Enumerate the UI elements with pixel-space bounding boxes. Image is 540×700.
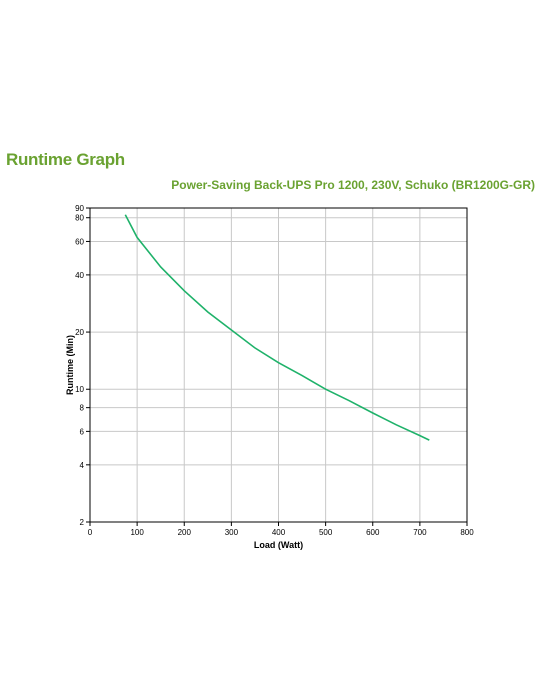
x-tick-label: 500 [319,528,333,537]
y-tick-label: 10 [75,385,84,394]
x-tick-label: 100 [130,528,144,537]
y-tick-label: 2 [80,518,85,527]
chart-subheading: Power-Saving Back-UPS Pro 1200, 230V, Sc… [171,178,535,192]
y-tick-label: 20 [75,328,84,337]
x-tick-label: 600 [366,528,380,537]
x-tick-label: 300 [225,528,239,537]
x-tick-label: 700 [413,528,427,537]
runtime-curve [124,214,430,441]
grid-lines [90,208,467,522]
page-heading: Runtime Graph [6,150,125,169]
y-tick-label: 60 [75,237,84,246]
y-tick-label: 80 [75,214,84,223]
y-axis-label: Runtime (Min) [65,335,75,395]
y-tick-label: 90 [75,204,84,213]
x-axis-label: Load (Watt) [254,540,303,550]
y-tick-label: 40 [75,271,84,280]
x-tick-label: 200 [178,528,192,537]
y-tick-label: 4 [80,461,85,470]
x-tick-label: 400 [272,528,286,537]
axis-ticks: 0 100 200 300 400 500 600 700 800 2 4 6 8 10 20 40 60 809… [75,204,474,537]
y-tick-label: 6 [80,427,85,436]
x-tick-label: 0 [88,528,93,537]
y-tick-label: 8 [80,404,85,413]
x-tick-label: 800 [460,528,474,537]
